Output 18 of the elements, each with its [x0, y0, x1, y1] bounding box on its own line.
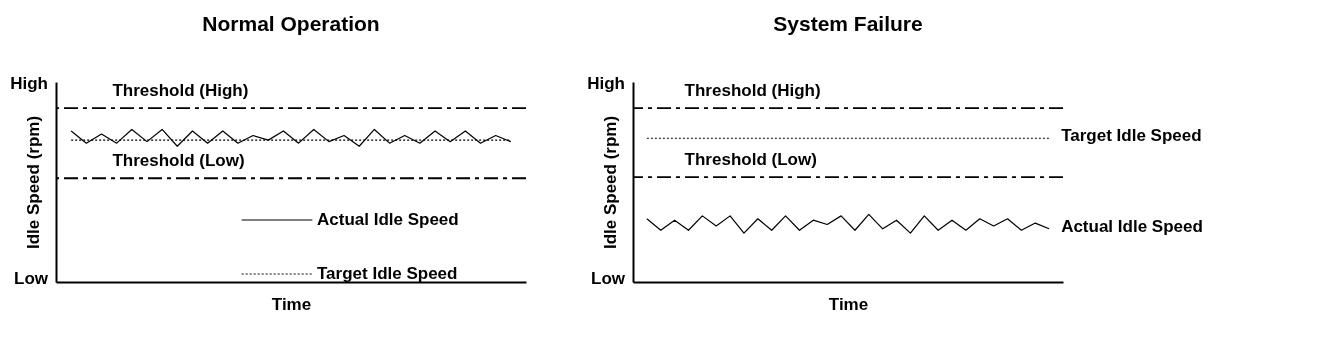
x-axis-title: Time — [271, 294, 312, 314]
y-axis-title: Idle Speed (rpm) — [23, 115, 43, 250]
text: High — [10, 74, 48, 93]
chart-title: Normal Operation — [202, 12, 380, 35]
ref-line-label: Threshold (High) — [112, 81, 249, 101]
ref-line-label: Threshold (Low) — [684, 150, 817, 170]
ref-line-label: Threshold (High) — [684, 81, 821, 101]
chart-title: System Failure — [773, 12, 923, 35]
series-label: Actual Idle Speed — [1061, 216, 1203, 236]
ref-line-label: Threshold (Low) — [112, 151, 245, 171]
text: High — [587, 74, 625, 93]
legend-label: Target Idle Speed — [317, 264, 458, 283]
text: Low — [14, 269, 49, 288]
series-label: Target Idle Speed — [1061, 126, 1202, 146]
text: Low — [591, 269, 626, 288]
x-axis-title: Time — [828, 294, 869, 314]
legend-label: Actual Idle Speed — [317, 210, 459, 229]
y-axis-title: Idle Speed (rpm) — [600, 115, 620, 250]
